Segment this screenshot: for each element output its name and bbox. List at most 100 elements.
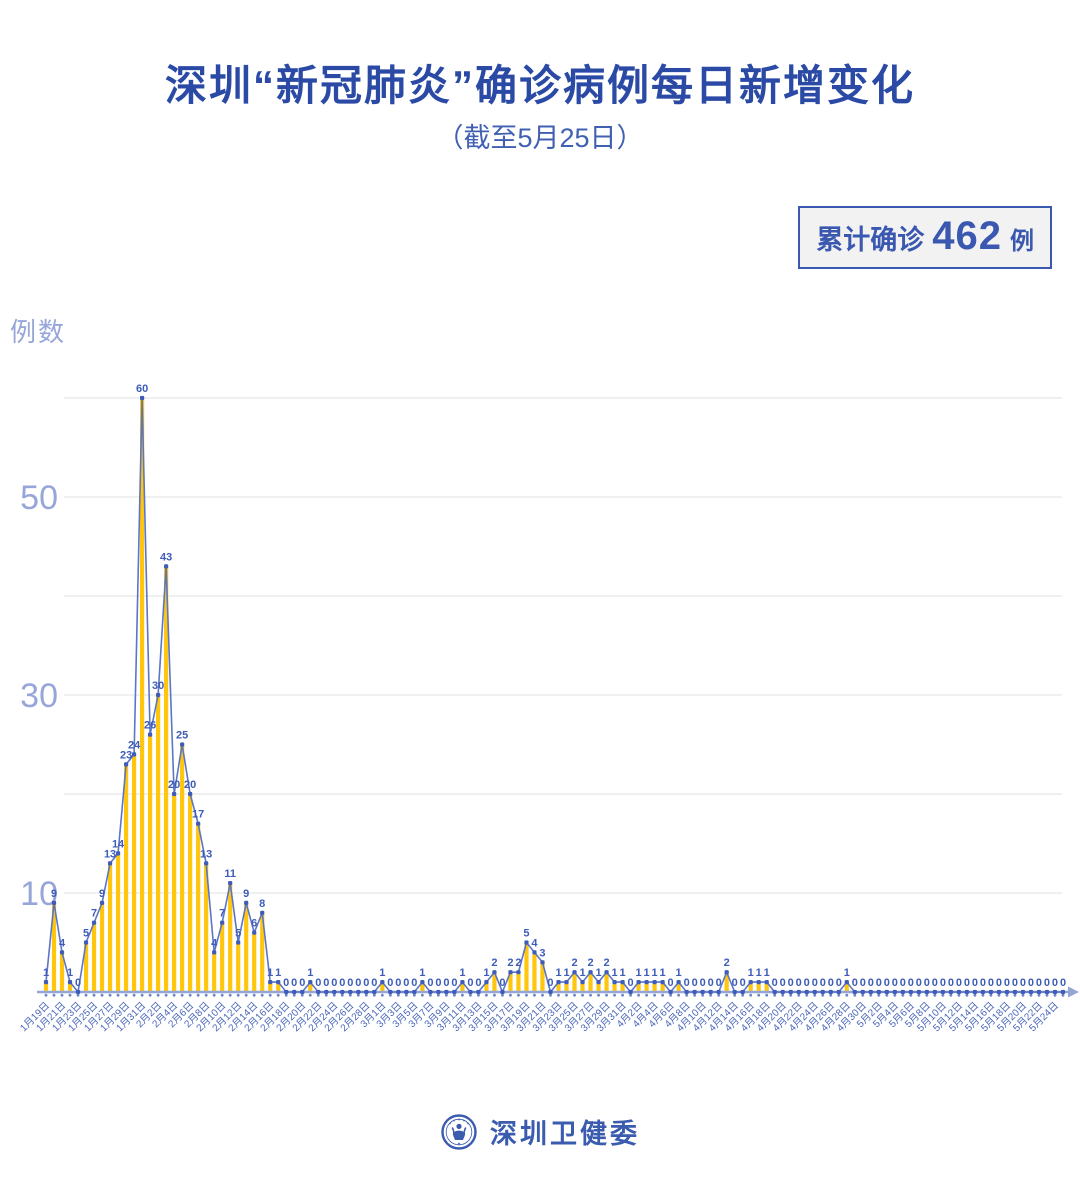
svg-text:0: 0 [924,977,930,989]
svg-text:17: 17 [192,809,204,821]
y-axis-title: 例数 [10,317,67,347]
svg-text:0: 0 [427,977,433,989]
svg-text:0: 0 [860,977,866,989]
svg-text:0: 0 [451,977,457,989]
svg-text:0: 0 [908,977,914,989]
svg-text:0: 0 [964,977,970,989]
svg-text:0: 0 [355,977,361,989]
svg-text:1: 1 [595,967,601,979]
svg-text:1: 1 [636,967,642,979]
svg-text:1: 1 [611,967,617,979]
svg-text:0: 0 [804,977,810,989]
svg-text:26: 26 [144,720,156,732]
svg-text:0: 0 [940,977,946,989]
svg-text:4: 4 [59,937,66,949]
gridlines [64,397,1062,894]
svg-text:0: 0 [980,977,986,989]
svg-text:0: 0 [1036,977,1042,989]
svg-text:1: 1 [459,967,465,979]
svg-text:0: 0 [900,977,906,989]
badge-prefix-label: 累计确诊 [816,225,925,255]
svg-text:0: 0 [291,977,297,989]
svg-text:0: 0 [371,977,377,989]
svg-text:5: 5 [523,928,529,940]
svg-text:7: 7 [91,908,97,920]
svg-text:2: 2 [587,957,593,969]
svg-text:0: 0 [716,977,722,989]
svg-text:0: 0 [628,977,634,989]
svg-text:1: 1 [748,967,754,979]
svg-text:0: 0 [339,977,345,989]
svg-text:30: 30 [20,677,58,715]
svg-text:1: 1 [652,967,658,979]
svg-text:9: 9 [51,888,57,900]
svg-text:1: 1 [764,967,770,979]
svg-text:0: 0 [387,977,393,989]
svg-text:1: 1 [267,967,273,979]
svg-text:1: 1 [844,967,850,979]
footer-organization-name: 深圳卫健委 [490,1119,640,1149]
svg-text:2: 2 [515,957,521,969]
svg-text:0: 0 [1060,977,1066,989]
svg-text:0: 0 [75,977,81,989]
svg-text:4: 4 [531,937,538,949]
footer: 深圳卫健委 [0,1112,1080,1151]
svg-text:0: 0 [812,977,818,989]
svg-text:0: 0 [852,977,858,989]
svg-text:0: 0 [1044,977,1050,989]
svg-text:20: 20 [168,779,180,791]
svg-text:50: 50 [20,479,58,517]
svg-text:0: 0 [956,977,962,989]
svg-text:4: 4 [211,937,218,949]
svg-text:0: 0 [948,977,954,989]
svg-text:0: 0 [1020,977,1026,989]
svg-text:13: 13 [104,848,116,860]
svg-text:2: 2 [571,957,577,969]
svg-text:0: 0 [435,977,441,989]
svg-text:0: 0 [788,977,794,989]
svg-text:0: 0 [740,977,746,989]
svg-text:0: 0 [916,977,922,989]
svg-text:0: 0 [1028,977,1034,989]
point-value-labels: 1941057913142324602630432025201713471159… [43,383,1066,989]
svg-text:9: 9 [99,888,105,900]
svg-text:0: 0 [299,977,305,989]
svg-text:0: 0 [411,977,417,989]
x-axis-date-labels: 1月19日1月21日1月23日1月25日1月27日1月29日1月31日2月2日2… [18,1000,1061,1034]
svg-text:14: 14 [112,838,125,850]
svg-text:0: 0 [884,977,890,989]
svg-text:0: 0 [363,977,369,989]
daily-new-cases-chart: 5030101941057913142324602630432025201713… [18,383,1079,1034]
svg-text:1: 1 [676,967,682,979]
svg-text:0: 0 [403,977,409,989]
svg-text:0: 0 [692,977,698,989]
svg-text:6: 6 [251,918,257,930]
svg-text:0: 0 [876,977,882,989]
svg-text:0: 0 [820,977,826,989]
svg-text:0: 0 [1004,977,1010,989]
svg-text:1: 1 [579,967,585,979]
bars [43,398,849,992]
svg-text:0: 0 [772,977,778,989]
svg-text:0: 0 [668,977,674,989]
svg-text:2: 2 [724,957,730,969]
svg-text:23: 23 [120,749,132,761]
svg-text:1: 1 [275,967,281,979]
svg-text:0: 0 [323,977,329,989]
svg-text:1: 1 [756,967,762,979]
svg-text:0: 0 [1052,977,1058,989]
svg-text:7: 7 [219,908,225,920]
chart-subtitle: （截至5月25日） [436,123,644,153]
svg-text:0: 0 [443,977,449,989]
svg-text:1: 1 [43,967,49,979]
svg-text:0: 0 [828,977,834,989]
svg-text:0: 0 [499,977,505,989]
svg-text:0: 0 [708,977,714,989]
svg-text:3: 3 [539,947,545,959]
svg-text:0: 0 [836,977,842,989]
axis-arrow-icon [1068,986,1079,998]
svg-text:1: 1 [620,967,626,979]
svg-text:0: 0 [700,977,706,989]
svg-text:2: 2 [491,957,497,969]
